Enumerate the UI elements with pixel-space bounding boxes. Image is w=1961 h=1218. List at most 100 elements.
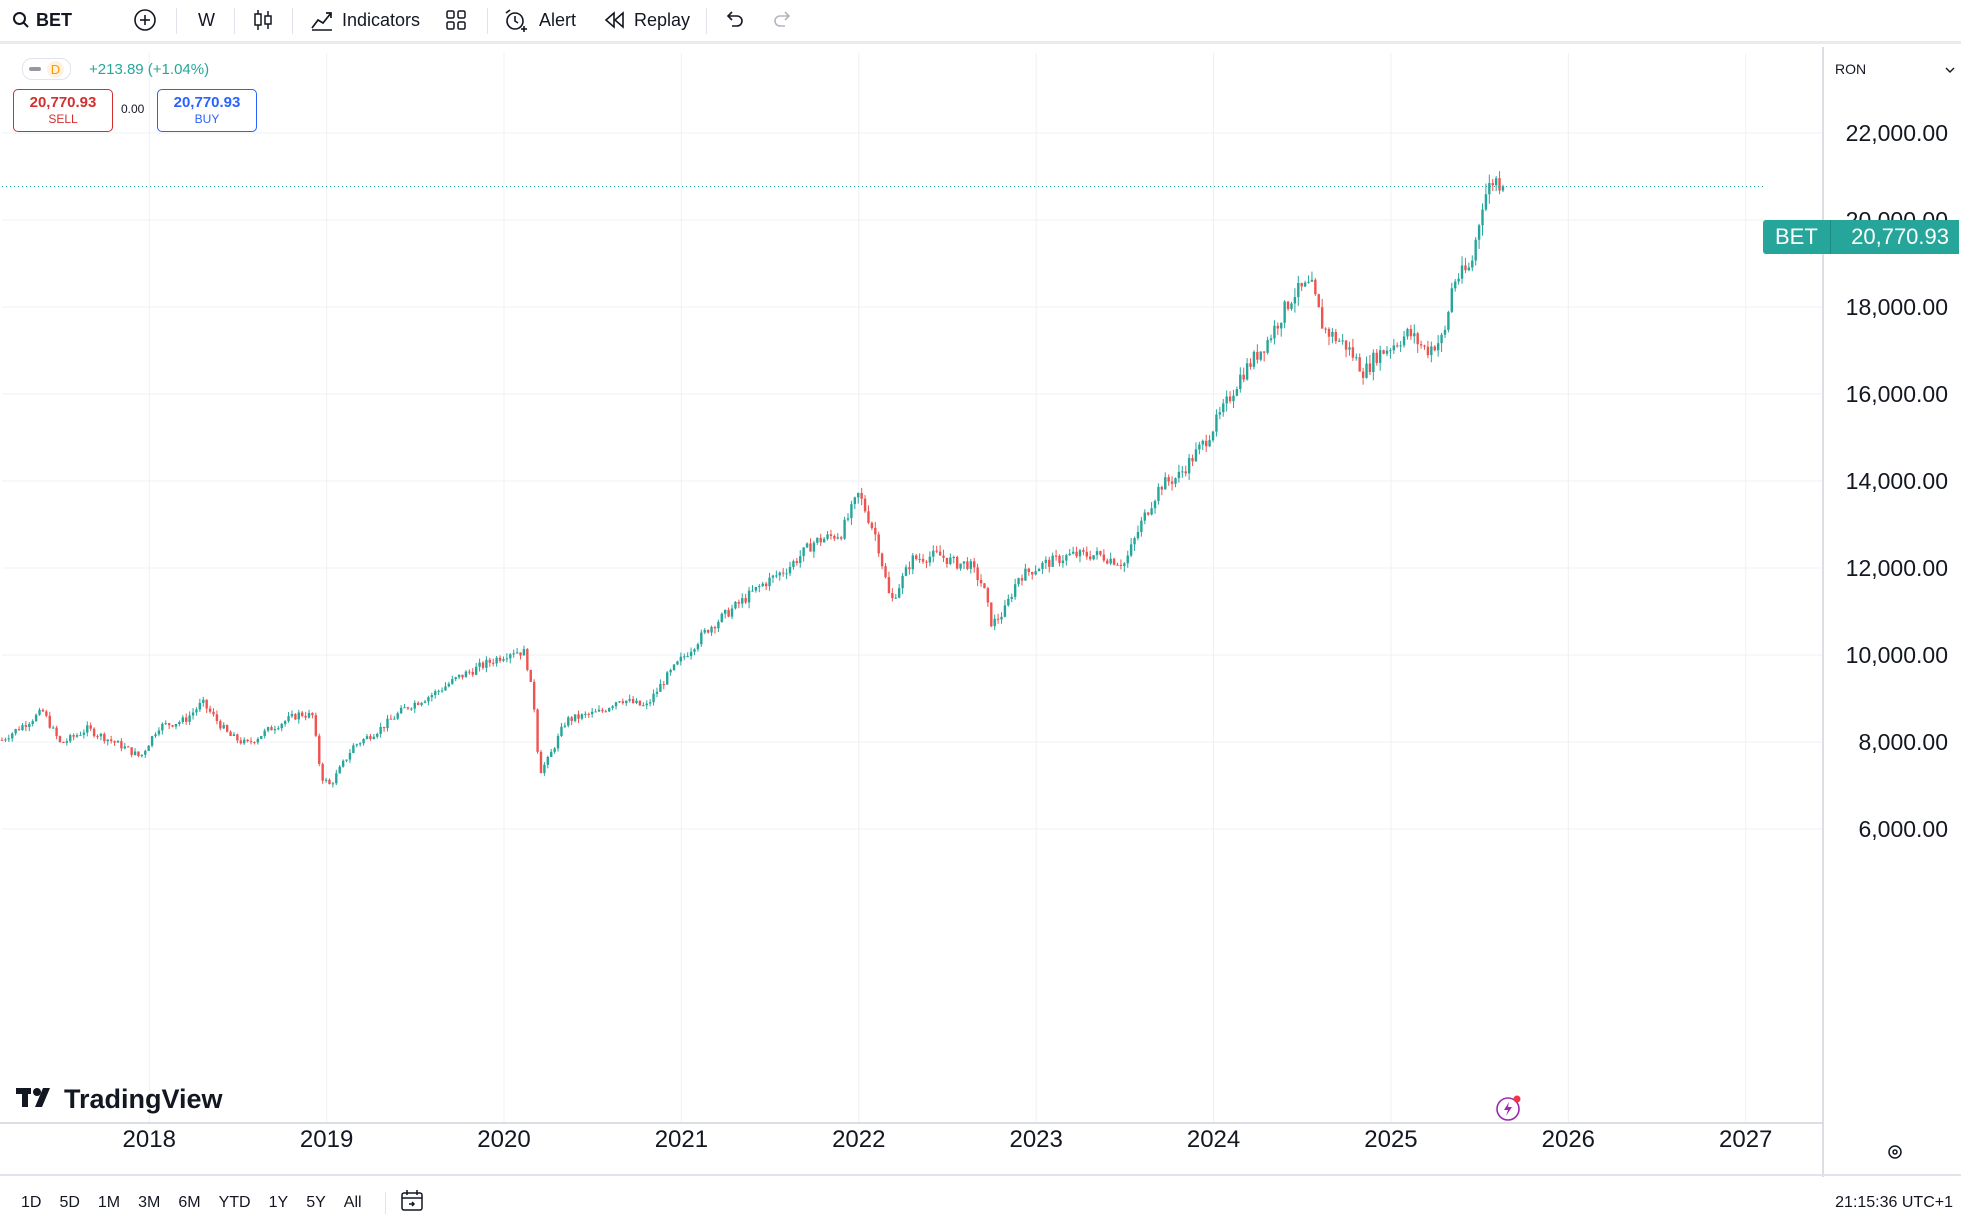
date-range-icon[interactable] xyxy=(400,1189,426,1218)
x-tick-label: 2025 xyxy=(1364,1126,1417,1153)
sell-button[interactable]: 20,770.93 SELL xyxy=(13,89,113,132)
alert-button[interactable]: Alert xyxy=(503,0,576,40)
candle-body xyxy=(215,714,219,722)
chart-area[interactable]: 6,000.00 8,000.00 10,000.00 12,000.00 14,000… xyxy=(0,47,1961,1177)
candle-body xyxy=(915,555,918,560)
candle xyxy=(1450,282,1454,314)
candle xyxy=(427,695,430,706)
candle xyxy=(539,749,543,774)
buy-button[interactable]: 20,770.93 BUY xyxy=(157,89,257,132)
candle xyxy=(584,711,587,718)
candle-body xyxy=(799,556,802,563)
range-button-all[interactable]: All xyxy=(343,1194,362,1211)
chart-type-button[interactable] xyxy=(252,0,274,40)
candle xyxy=(191,708,195,720)
candle xyxy=(171,724,174,728)
candle-body xyxy=(904,567,908,576)
candle xyxy=(130,747,133,758)
candle xyxy=(857,492,860,504)
interval-button[interactable]: W xyxy=(198,0,215,40)
range-button-ytd[interactable]: YTD xyxy=(218,1194,251,1211)
candle xyxy=(1433,345,1436,352)
candle-body xyxy=(55,727,58,737)
tradingview-logo[interactable]: TradingView xyxy=(16,1084,223,1115)
candle xyxy=(700,629,703,648)
candle-body xyxy=(747,590,751,603)
range-button-1y[interactable]: 1Y xyxy=(268,1194,289,1211)
candle-body xyxy=(185,717,188,722)
candle xyxy=(635,698,638,705)
clock[interactable]: 21:15:36 UTC+1 xyxy=(1835,1194,1953,1211)
candle-body xyxy=(277,728,280,730)
candle xyxy=(570,715,573,726)
range-button-1m[interactable]: 1M xyxy=(97,1194,121,1211)
candle xyxy=(502,656,505,663)
candle-body xyxy=(700,632,703,645)
x-tick-label: 2021 xyxy=(655,1126,708,1153)
toolbar-divider xyxy=(176,8,177,34)
candle xyxy=(614,701,618,710)
candle xyxy=(212,708,215,717)
legend: D +213.89 (+1.04%) xyxy=(22,58,209,80)
candle-body xyxy=(1071,551,1075,554)
candle-body xyxy=(1273,325,1276,339)
candle-body xyxy=(1037,568,1041,572)
candle xyxy=(1201,439,1204,451)
indicators-button[interactable]: Indicators xyxy=(310,0,420,40)
candle-body xyxy=(1433,346,1436,351)
replay-button[interactable]: Replay xyxy=(604,0,690,40)
candle xyxy=(1068,548,1071,556)
candle xyxy=(1112,557,1116,566)
candle xyxy=(921,554,925,564)
candle-body xyxy=(771,575,775,578)
candle xyxy=(1235,386,1239,397)
candle-body xyxy=(969,561,973,569)
candle xyxy=(938,545,942,556)
candle-body xyxy=(979,580,983,584)
compare-symbol-button[interactable] xyxy=(133,0,157,40)
range-button-1d[interactable]: 1D xyxy=(21,1194,42,1211)
candle xyxy=(41,708,45,713)
candle xyxy=(1273,320,1276,345)
candle-body xyxy=(127,746,130,748)
candle-body xyxy=(1297,282,1300,298)
candle xyxy=(764,581,768,591)
candle-body xyxy=(11,733,14,739)
templates-button[interactable] xyxy=(445,0,467,40)
currency-selector[interactable]: RON xyxy=(1825,54,1961,84)
candle xyxy=(1106,558,1109,565)
candle-body xyxy=(1245,363,1249,380)
candle xyxy=(1365,356,1368,379)
candle xyxy=(509,653,512,664)
undo-button[interactable] xyxy=(723,0,745,40)
range-button-5y[interactable]: 5Y xyxy=(306,1194,326,1211)
range-button-6m[interactable]: 6M xyxy=(178,1194,201,1211)
candle-body xyxy=(123,746,127,749)
settings-icon[interactable] xyxy=(1885,1142,1905,1167)
candle xyxy=(713,625,717,634)
lightning-icon[interactable] xyxy=(1495,1094,1523,1127)
redo-button[interactable] xyxy=(772,0,794,40)
candle xyxy=(522,645,526,656)
range-button-3m[interactable]: 3M xyxy=(138,1194,161,1211)
candle xyxy=(396,711,399,721)
candle xyxy=(1044,556,1048,569)
candle-body xyxy=(1075,551,1078,557)
candle xyxy=(1095,547,1099,560)
candle xyxy=(31,719,34,727)
candle-body xyxy=(198,702,202,710)
candle xyxy=(986,586,990,607)
candle-body xyxy=(778,572,781,576)
legend-toggle[interactable]: D xyxy=(22,58,71,80)
candle-body xyxy=(1191,458,1194,462)
symbol-search[interactable]: BET xyxy=(12,0,72,40)
candle-body xyxy=(1095,551,1099,556)
candle-body xyxy=(1307,281,1310,283)
candle-body xyxy=(1280,322,1283,329)
range-button-5d[interactable]: 5D xyxy=(59,1194,80,1211)
candle xyxy=(693,648,696,656)
price-chart[interactable]: 6,000.00 8,000.00 10,000.00 12,000.00 14,000… xyxy=(0,47,1961,1177)
candle-body xyxy=(290,714,294,717)
candle-body xyxy=(157,730,161,735)
candle-body xyxy=(580,714,584,719)
